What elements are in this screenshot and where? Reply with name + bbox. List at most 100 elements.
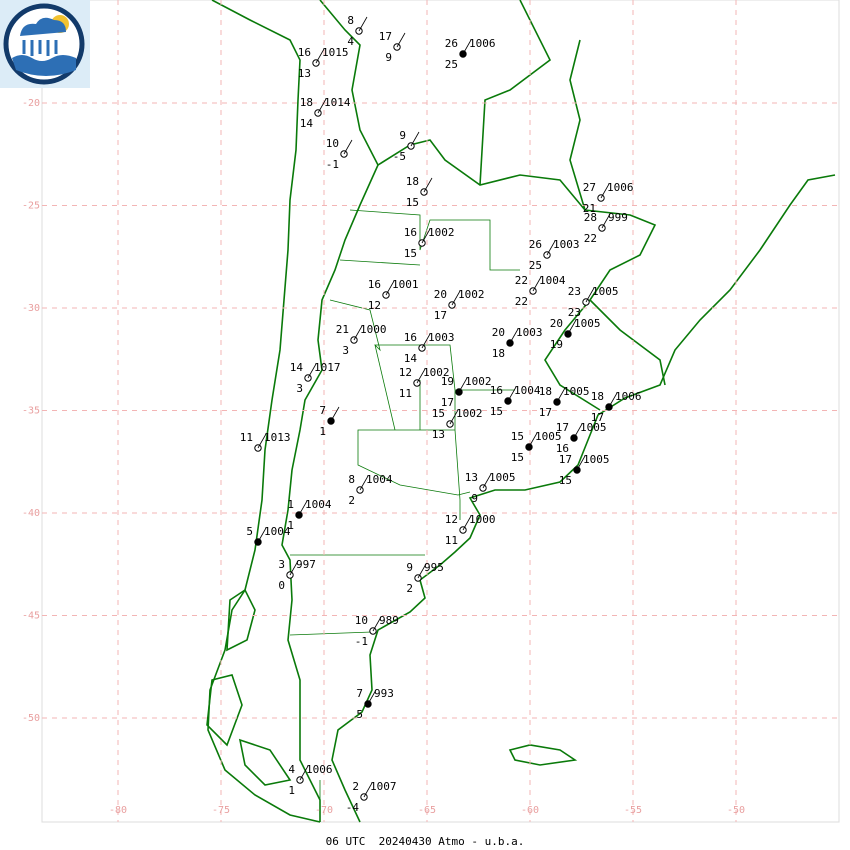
station: 16 1002 15 [404, 226, 455, 260]
temperature: 16 [368, 278, 381, 291]
temperature: 9 [399, 129, 406, 142]
station: 17 1005 16 [556, 421, 607, 455]
temperature: 23 [568, 285, 581, 298]
dewpoint: -4 [346, 801, 360, 814]
temperature: 18 [539, 385, 552, 398]
station: 14 1017 3 [290, 361, 341, 395]
pressure: 1005 [489, 471, 516, 484]
station: 15 1002 13 [432, 407, 483, 441]
dewpoint: -5 [393, 150, 406, 163]
temperature: 26 [529, 238, 542, 251]
wind-barb [421, 228, 431, 244]
dewpoint: 2 [406, 582, 413, 595]
temperature: 21 [336, 323, 349, 336]
wind-barb [257, 527, 267, 543]
station: 12 1000 11 [445, 513, 496, 547]
pressure: 1002 [456, 407, 483, 420]
station: 71 [319, 404, 340, 438]
wind-barb [385, 280, 395, 296]
temperature: 10 [326, 137, 339, 150]
temperature: 12 [399, 366, 412, 379]
station: 4 1006 1 [288, 763, 332, 797]
wind-barb [307, 363, 317, 379]
wind-barb [317, 98, 327, 114]
dewpoint: 19 [550, 338, 563, 351]
wind-barb [576, 455, 586, 471]
wind-barb [363, 782, 373, 798]
temperature: 18 [300, 96, 313, 109]
pressure: 995 [424, 561, 444, 574]
dewpoint: 12 [368, 299, 381, 312]
station: 20 1005 19 [550, 317, 601, 351]
temperature: 17 [556, 421, 569, 434]
dewpoint: 1 [319, 425, 326, 438]
pressure: 1002 [465, 375, 492, 388]
station: 16 1004 15 [490, 384, 541, 418]
dewpoint: 15 [406, 196, 419, 209]
wind-barb [396, 32, 406, 48]
pressure: 1015 [322, 46, 349, 59]
station: 26 1006 25 [445, 37, 496, 71]
wind-barb [451, 290, 461, 306]
dewpoint: 4 [347, 35, 354, 48]
wind-barb [343, 139, 353, 155]
dewpoint: 14 [300, 117, 314, 130]
dewpoint: 15 [490, 405, 503, 418]
dewpoint: 2 [348, 494, 355, 507]
station: 10 -1 [326, 137, 353, 171]
station: 10 989 -1 [355, 614, 399, 648]
wind-barb [358, 16, 368, 32]
temperature: 12 [445, 513, 458, 526]
pressure: 1004 [539, 274, 566, 287]
temperature: 20 [492, 326, 505, 339]
pressure: 1005 [535, 430, 562, 443]
dewpoint: 15 [511, 451, 524, 464]
pressure: 1004 [366, 473, 393, 486]
wind-barb [546, 240, 556, 256]
dewpoint: 9 [471, 492, 478, 505]
lat-label: -50 [22, 713, 40, 724]
lon-label: -70 [315, 805, 333, 816]
wind-barb [507, 386, 517, 402]
wind-barb [298, 500, 308, 516]
temperature: 26 [445, 37, 458, 50]
wind-barb [567, 319, 577, 335]
dewpoint: 17 [591, 411, 604, 424]
pressure: 1002 [458, 288, 485, 301]
station: 18 1006 17 [591, 390, 642, 424]
pressure: 999 [608, 211, 628, 224]
wind-barb [600, 183, 610, 199]
pressure: 1006 [615, 390, 642, 403]
dewpoint: -1 [326, 158, 339, 171]
station: 17 1005 15 [559, 453, 610, 487]
wind-barb [367, 689, 377, 705]
wind-barb [359, 475, 369, 491]
pressure: 1006 [469, 37, 496, 50]
dewpoint: 0 [278, 579, 285, 592]
wind-barb [299, 765, 309, 781]
station: 84 [347, 14, 368, 48]
grid: -20-25-30-35-40-45-50-80 -75 -70 -65 -60 -55-… [22, 0, 839, 822]
temperature: 8 [347, 14, 354, 27]
lat-label: -35 [22, 406, 40, 417]
wind-barb [410, 131, 420, 147]
station: 16 1001 12 [368, 278, 419, 312]
temperature: 27 [583, 181, 596, 194]
station: 8 1004 2 [348, 473, 392, 507]
wind-barb [573, 423, 583, 439]
pressure: 1005 [580, 421, 607, 434]
pressure: 1003 [428, 331, 455, 344]
station: 7 993 5 [356, 687, 394, 721]
coastlines-borders [206, 0, 836, 823]
station: 18 1014 14 [300, 96, 351, 130]
dewpoint: 22 [584, 232, 597, 245]
dewpoint: 15 [559, 474, 572, 487]
pressure: 1013 [264, 431, 291, 444]
pressure: 993 [374, 687, 394, 700]
dewpoint: 17 [434, 309, 447, 322]
dewpoint: 9 [385, 51, 392, 64]
temperature: 16 [298, 46, 311, 59]
pressure: 1005 [574, 317, 601, 330]
